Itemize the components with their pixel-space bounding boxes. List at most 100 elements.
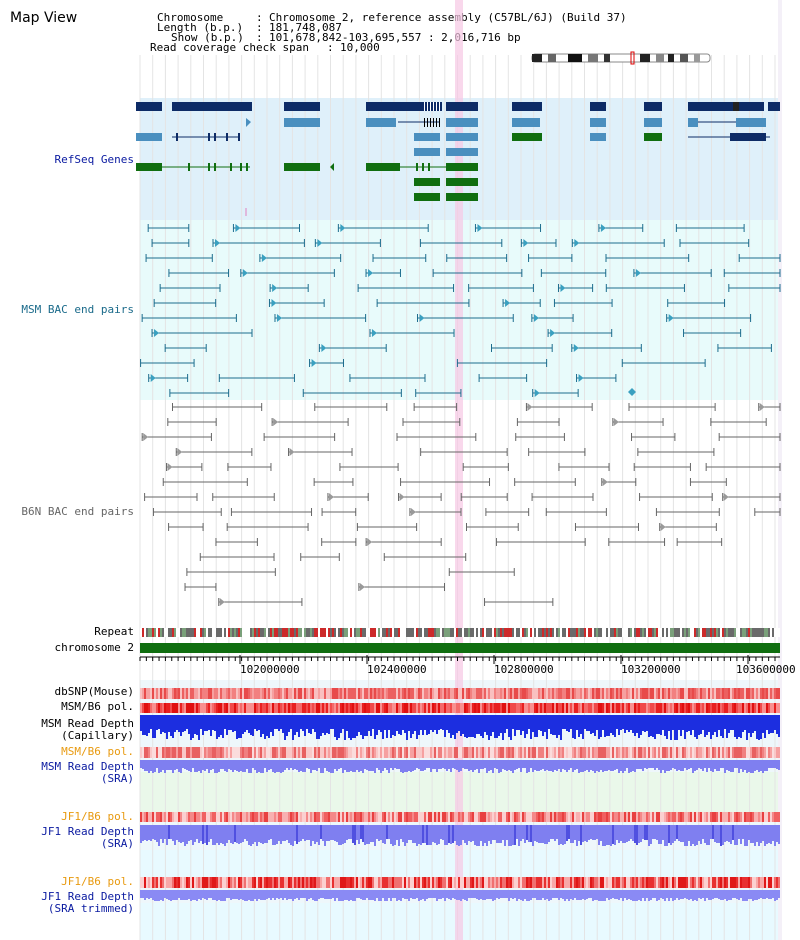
heat-cell: [350, 812, 352, 822]
depth-bar: [324, 825, 326, 846]
heat-cell: [354, 688, 356, 699]
depth-bar: [690, 715, 692, 735]
heat-cell: [256, 812, 258, 822]
heat-cell: [684, 747, 686, 758]
repeat-block: [756, 628, 758, 637]
heat-cell: [664, 688, 666, 699]
heat-cell: [432, 688, 434, 699]
heat-cell: [190, 747, 192, 758]
heat-cell: [156, 747, 158, 758]
heat-cell: [758, 877, 760, 888]
heat-cell: [774, 747, 776, 758]
depth-bar: [218, 715, 220, 737]
heat-cell: [752, 877, 754, 888]
depth-bar: [442, 890, 444, 898]
heat-cell: [386, 877, 388, 888]
track-label-b6n-bac[interactable]: B6N BAC end pairs: [21, 505, 134, 518]
heat-cell: [438, 703, 440, 713]
heat-cell: [580, 877, 582, 888]
heat-cell: [440, 877, 442, 888]
track-label-jf1-depth-1: JF1 Read Depth: [41, 825, 134, 838]
repeat-block: [680, 628, 682, 637]
depth-bar: [280, 715, 282, 729]
depth-bar: [502, 890, 504, 898]
depth-bar: [582, 890, 584, 899]
heat-cell: [576, 703, 578, 713]
depth-bar: [744, 825, 746, 846]
heat-cell: [356, 688, 358, 699]
heat-cell: [418, 877, 420, 888]
depth-bar: [278, 715, 280, 731]
heat-cell: [408, 688, 410, 699]
depth-bar: [554, 760, 556, 770]
depth-bar: [416, 715, 418, 739]
heat-cell: [230, 688, 232, 699]
heat-cell: [574, 688, 576, 699]
repeat-block: [330, 628, 332, 637]
depth-bar: [230, 715, 232, 730]
heat-cell: [566, 877, 568, 888]
depth-bar: [538, 760, 540, 771]
heat-cell: [410, 703, 412, 713]
heat-cell: [370, 703, 372, 713]
track-label-refseq[interactable]: RefSeq Genes: [54, 153, 134, 166]
depth-bar: [438, 890, 440, 899]
heat-cell: [496, 747, 498, 758]
heat-cell: [478, 877, 480, 888]
heat-cell: [416, 703, 418, 713]
heat-cell: [334, 703, 336, 713]
repeat-block: [192, 628, 194, 637]
depth-bar: [700, 890, 702, 899]
repeat-block: [542, 628, 544, 637]
heat-cell: [724, 703, 726, 713]
heat-cell: [568, 877, 570, 888]
heat-cell: [682, 703, 684, 713]
depth-bar: [550, 760, 552, 771]
heat-cell: [756, 703, 758, 713]
depth-bar: [210, 890, 212, 898]
depth-bar: [294, 760, 296, 769]
depth-bar: [318, 760, 320, 768]
heat-cell: [522, 877, 524, 888]
heat-cell: [720, 747, 722, 758]
heat-cell: [442, 747, 444, 758]
depth-bar: [652, 825, 654, 839]
track-label-msm-bac[interactable]: MSM BAC end pairs: [21, 303, 134, 316]
heat-cell: [744, 747, 746, 758]
repeat-block: [260, 628, 262, 637]
repeat-block: [218, 628, 220, 637]
depth-bar: [186, 890, 188, 900]
heat-cell: [270, 688, 272, 699]
repeat-block: [536, 628, 538, 637]
heat-cell: [592, 877, 594, 888]
depth-bar: [768, 715, 770, 734]
heat-cell: [226, 812, 228, 822]
depth-bar: [750, 715, 752, 737]
depth-bar: [392, 760, 394, 770]
heat-cell: [690, 703, 692, 713]
heat-cell: [598, 703, 600, 713]
heat-cell: [306, 747, 308, 758]
depth-bar: [342, 890, 344, 901]
heat-cell: [192, 812, 194, 822]
depth-bar: [446, 825, 448, 845]
depth-bar: [484, 760, 486, 768]
heat-cell: [664, 703, 666, 713]
repeat-block: [574, 628, 576, 637]
repeat-block: [446, 628, 448, 637]
heat-cell: [264, 703, 266, 713]
heat-cell: [382, 747, 384, 758]
repeat-block: [638, 628, 640, 637]
heat-cell: [612, 877, 614, 888]
depth-bar: [162, 825, 164, 843]
heat-cell: [766, 688, 768, 699]
heat-cell: [702, 812, 704, 822]
depth-bar: [760, 825, 762, 843]
heat-cell: [580, 747, 582, 758]
depth-bar: [532, 890, 534, 898]
heat-cell: [306, 877, 308, 888]
heat-cell: [250, 703, 252, 713]
heat-cell: [186, 703, 188, 713]
heat-cell: [244, 812, 246, 822]
